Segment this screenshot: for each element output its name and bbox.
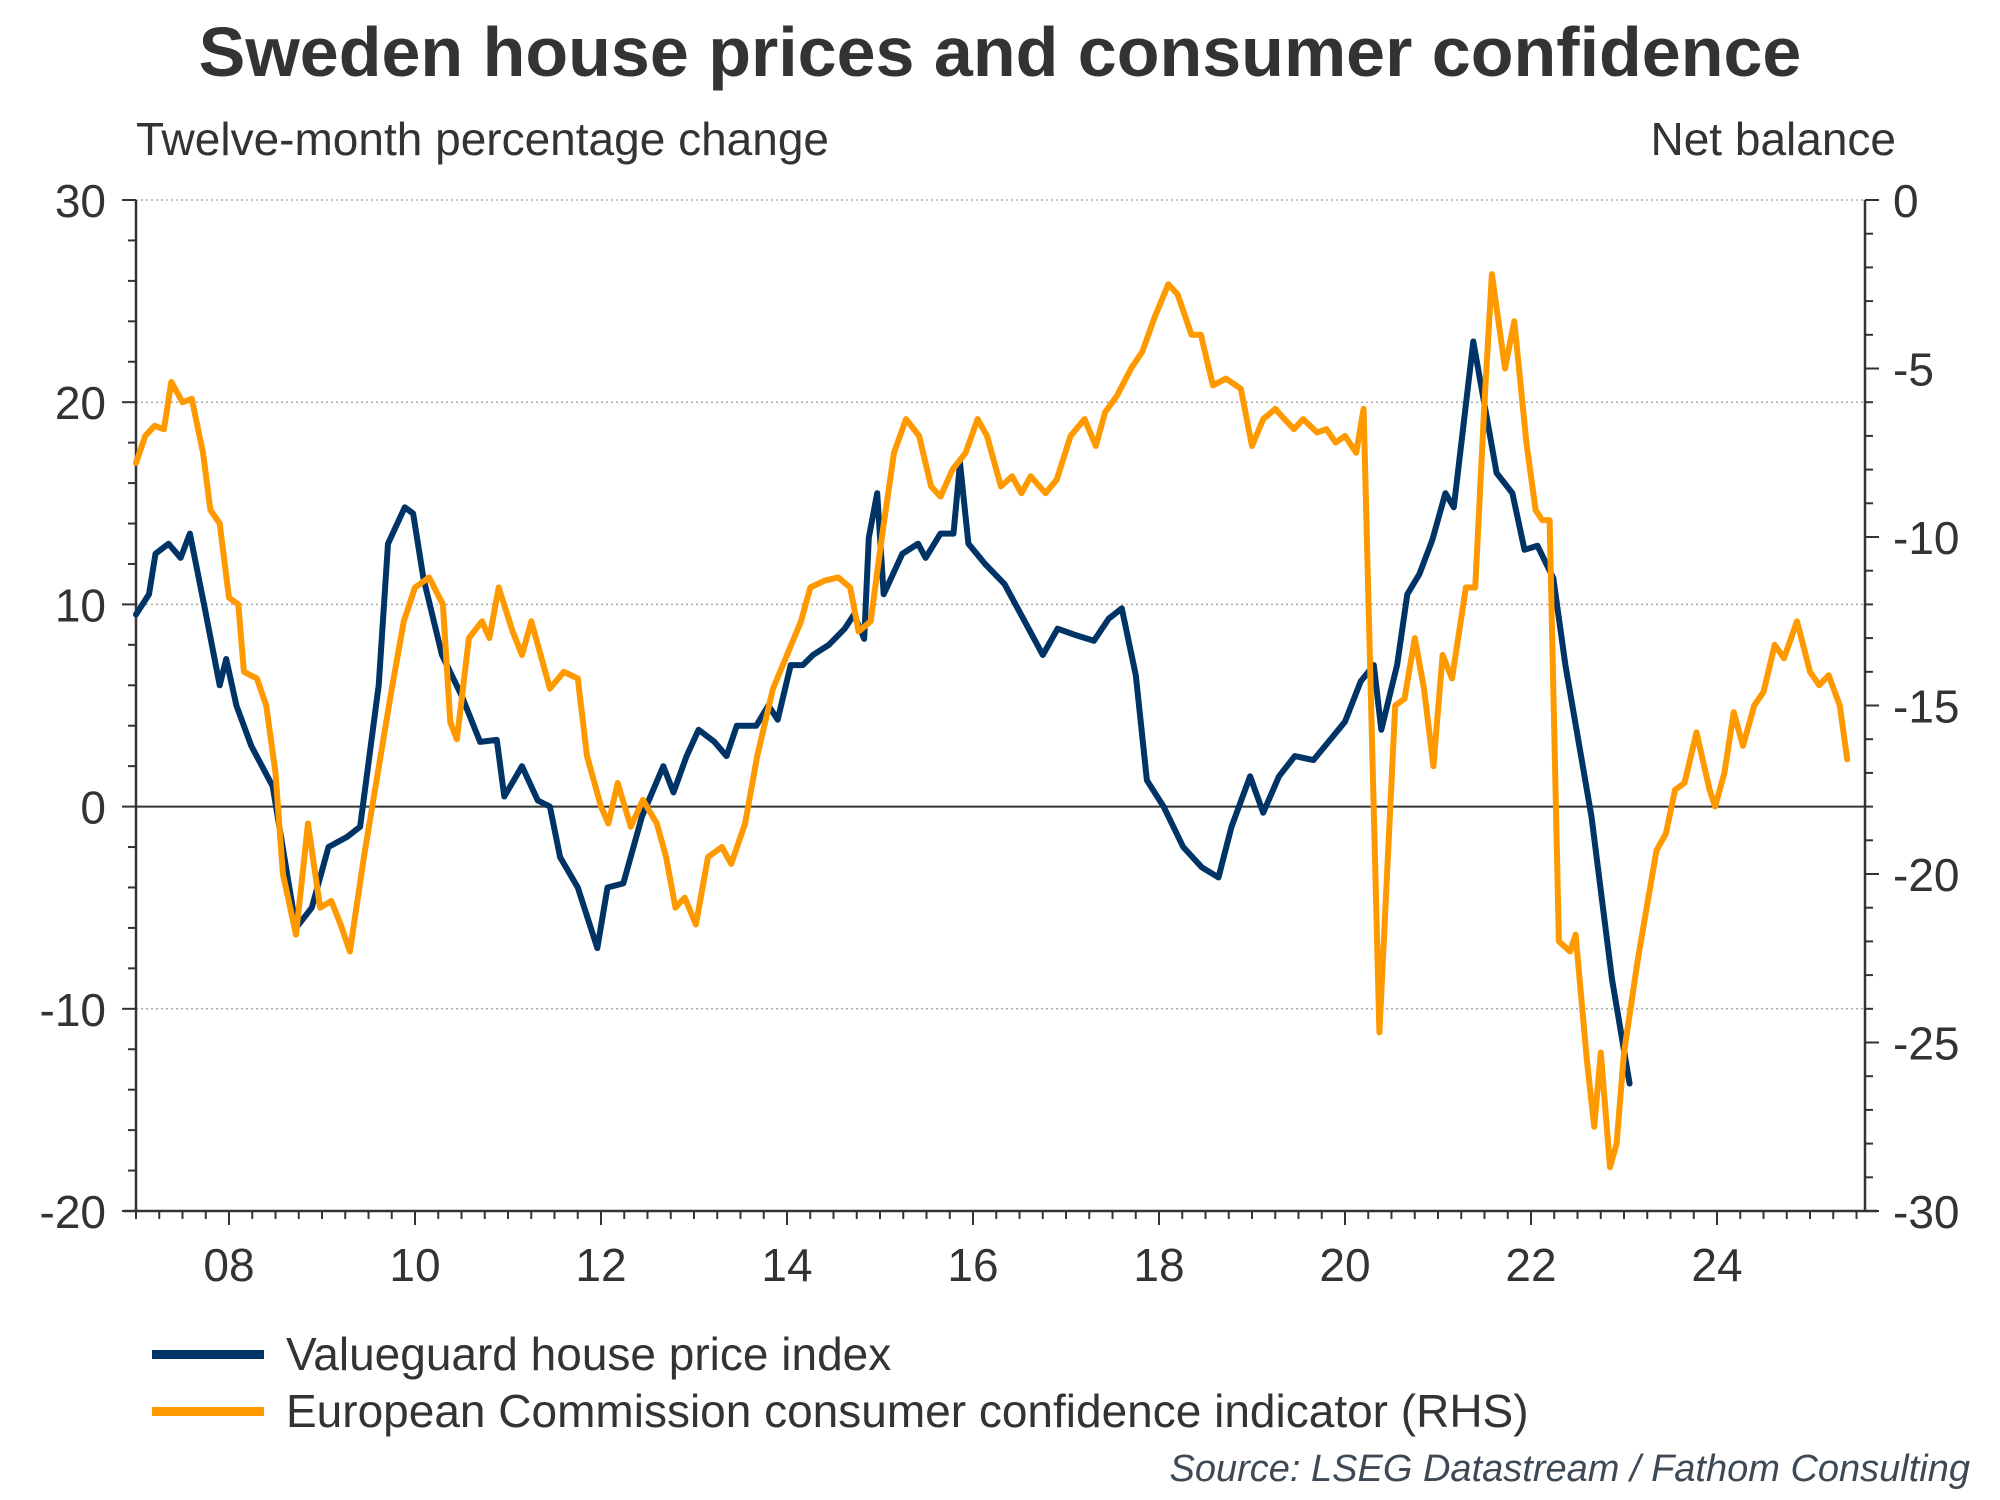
left-tick-label: 0 [80, 782, 106, 834]
x-tick-label: 22 [1505, 1239, 1556, 1291]
legend-item-valueguard: Valueguard house price index [152, 1327, 891, 1381]
series-lines [133, 271, 1851, 1171]
x-tick-label: 18 [1133, 1239, 1184, 1291]
legend-label: European Commission consumer confidence … [286, 1385, 1529, 1437]
x-tick-label: 20 [1319, 1239, 1370, 1291]
legend-swatch-consumer-confidence [152, 1406, 264, 1416]
right-tick-label: -5 [1893, 344, 1934, 396]
x-tick-label: 24 [1691, 1239, 1742, 1291]
source-note: Source: LSEG Datastream / Fathom Consult… [1169, 1448, 1970, 1490]
left-tick-label: 20 [55, 377, 106, 429]
left-tick-label: 10 [55, 579, 106, 631]
right-tick-label: -10 [1893, 512, 1959, 564]
series-line-consumer-confidence [133, 271, 1851, 1171]
right-tick-label: -25 [1893, 1018, 1959, 1070]
series-line-valueguard [133, 338, 1633, 1087]
left-tick-label: -10 [40, 984, 106, 1036]
left-tick-label: -20 [40, 1186, 106, 1238]
right-axis-label: Net balance [1650, 113, 1897, 165]
legend-label: Valueguard house price index [286, 1328, 892, 1380]
gridlines [136, 199, 1865, 1010]
legend-swatch-valueguard [152, 1349, 264, 1359]
right-tick-label: -30 [1893, 1186, 1959, 1238]
tick-labels: 30 20 10 0 -10 -20 0 -5 -10 -15 -20 -25 -30 08 10 12 14 1… [40, 175, 1960, 1291]
left-axis-label: Twelve-month percentage change [136, 113, 829, 165]
x-tick-label: 10 [389, 1239, 440, 1291]
chart-title: Sweden house prices and consumer confide… [198, 13, 1802, 91]
x-tick-label: 16 [947, 1239, 998, 1291]
legend-item-consumer-confidence: European Commission consumer confidence … [152, 1384, 1529, 1438]
x-tick-label: 08 [203, 1239, 254, 1291]
x-tick-label: 12 [575, 1239, 626, 1291]
right-tick-label: -15 [1893, 681, 1959, 733]
axes [122, 199, 1879, 1225]
right-tick-label: -20 [1893, 849, 1959, 901]
left-tick-label: 30 [55, 175, 106, 227]
right-tick-label: 0 [1893, 175, 1919, 227]
x-tick-label: 14 [761, 1239, 812, 1291]
